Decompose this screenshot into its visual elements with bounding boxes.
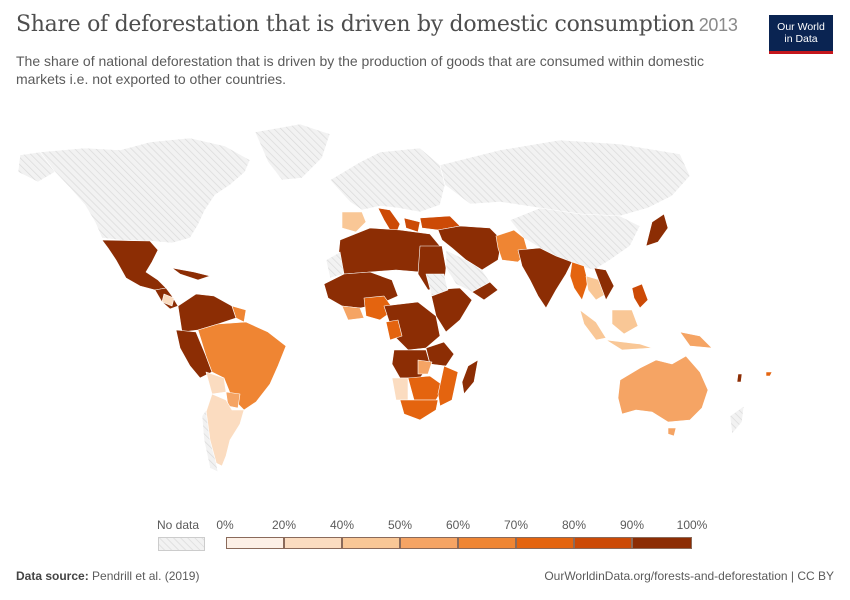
logo-line1: Our World: [777, 21, 825, 33]
country-paraguay[interactable]: [225, 391, 241, 409]
legend-tick-0: 0%: [216, 518, 234, 532]
country-cuba[interactable]: [171, 267, 211, 281]
data-source-link[interactable]: Pendrill et al. (2019): [92, 569, 200, 583]
country-yemen-oman[interactable]: [471, 281, 499, 301]
country-madagascar[interactable]: [461, 359, 479, 395]
legend-bin-90-100: [632, 537, 692, 549]
color-legend: No data 0% 20% 40% 50% 60% 70% 80% 90% 1…: [0, 515, 850, 555]
country-middle-east[interactable]: [437, 225, 503, 271]
country-india[interactable]: [517, 247, 573, 309]
country-thailand-cambodia[interactable]: [585, 275, 607, 301]
country-spain[interactable]: [341, 211, 367, 233]
owid-logo[interactable]: Our World in Data: [769, 15, 833, 54]
country-greece-balkans[interactable]: [403, 217, 421, 233]
country-south-africa[interactable]: [399, 399, 439, 421]
country-myanmar[interactable]: [569, 261, 589, 301]
country-zambia-inner[interactable]: [417, 359, 433, 375]
title-text: Share of deforestation that is driven by…: [16, 12, 695, 37]
legend-tick-100: 100%: [676, 518, 708, 532]
legend-bin-50-60: [400, 537, 458, 549]
legend-bin-40-50: [342, 537, 400, 549]
country-brazil[interactable]: [197, 321, 287, 411]
chart-subtitle: The share of national deforestation that…: [16, 53, 704, 87]
chart-title: Share of deforestation that is driven by…: [16, 12, 738, 37]
legend-bin-20-40: [284, 537, 342, 549]
country-mozambique[interactable]: [437, 365, 459, 407]
data-source-label: Data source:: [16, 569, 89, 583]
legend-tick-80: 80%: [561, 518, 587, 532]
country-mexico[interactable]: [101, 239, 167, 291]
country-laos-vietnam[interactable]: [593, 267, 615, 301]
country-alaska-no-data[interactable]: [17, 151, 56, 183]
title-year: 2013: [698, 15, 738, 35]
legend-tick-50: 50%: [387, 518, 413, 532]
data-source: Data source: Pendrill et al. (2019): [16, 569, 199, 583]
country-indonesia-islands[interactable]: [605, 339, 653, 351]
legend-bin-60-70: [458, 537, 516, 549]
country-vanuatu[interactable]: [765, 371, 773, 377]
country-australia[interactable]: [617, 355, 709, 423]
footer-url[interactable]: OurWorldinData.org/forests-and-deforesta…: [544, 569, 834, 583]
country-congo[interactable]: [385, 319, 403, 341]
country-tasmania[interactable]: [667, 427, 677, 437]
legend-tick-90: 90%: [619, 518, 645, 532]
country-costa-rica[interactable]: [161, 293, 175, 307]
legend-tick-40: 40%: [329, 518, 355, 532]
country-fiji[interactable]: [736, 373, 743, 383]
legend-bin-0-20: [226, 537, 284, 549]
country-indonesia-sumatra[interactable]: [579, 309, 607, 341]
country-papua-new-guinea[interactable]: [679, 331, 713, 349]
country-philippines[interactable]: [631, 283, 649, 309]
country-canada-usa-no-data[interactable]: [39, 137, 251, 244]
legend-bin-70-80: [516, 537, 574, 549]
country-chile-patagonia-no-data[interactable]: [201, 409, 219, 473]
country-indonesia-borneo[interactable]: [611, 309, 639, 335]
country-greenland-no-data[interactable]: [254, 123, 331, 181]
country-peru-ecuador[interactable]: [175, 329, 213, 379]
country-namibia[interactable]: [391, 377, 409, 401]
country-new-zealand-no-data[interactable]: [729, 405, 745, 435]
legend-no-data-label: No data: [157, 518, 200, 532]
legend-bin-80-90: [574, 537, 632, 549]
legend-tick-70: 70%: [503, 518, 529, 532]
country-japan[interactable]: [645, 213, 669, 247]
legend-no-data-swatch: [158, 537, 205, 551]
legend-tick-20: 20%: [271, 518, 297, 532]
country-cote-divoire-ghana[interactable]: [341, 305, 365, 321]
world-map: [17, 123, 773, 473]
country-europe-no-data[interactable]: [329, 147, 446, 213]
legend-tick-60: 60%: [445, 518, 471, 532]
logo-line2: in Data: [784, 33, 818, 45]
country-central-africa[interactable]: [383, 301, 441, 351]
country-russia-no-data[interactable]: [439, 139, 691, 217]
country-somalia-no-data[interactable]: [425, 273, 449, 297]
